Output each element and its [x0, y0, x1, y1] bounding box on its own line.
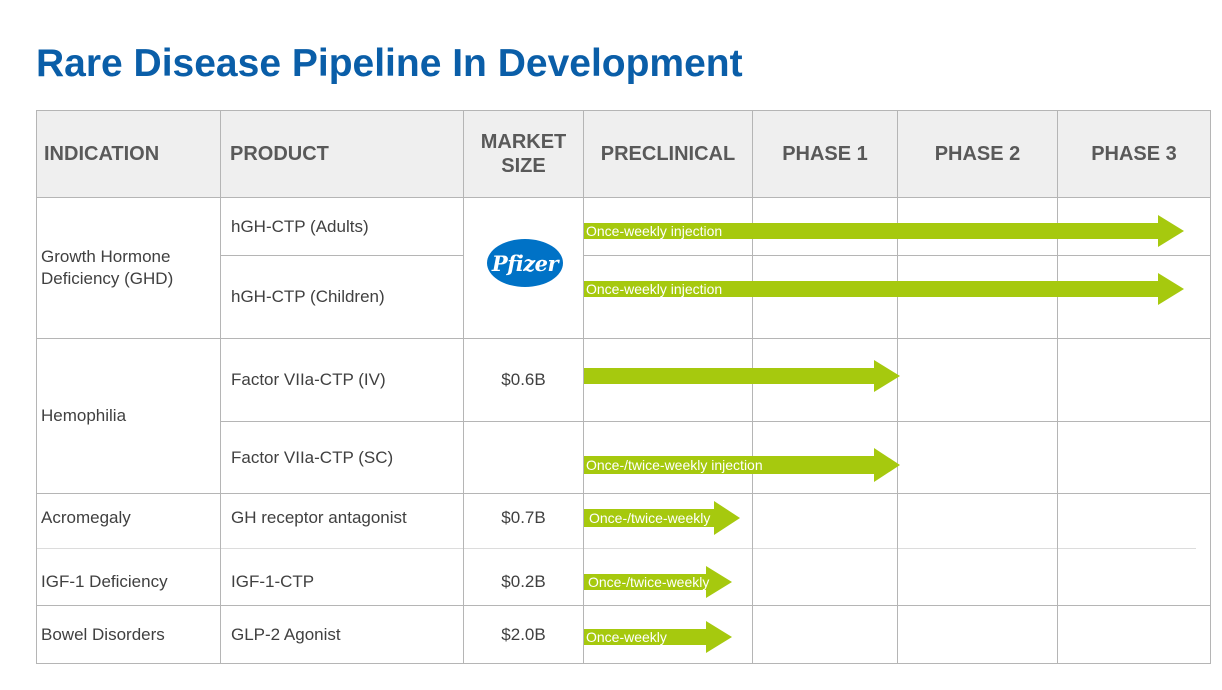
header-market-size-line1: MARKET — [480, 130, 567, 153]
progress-arrow-label: Once-weekly — [586, 629, 667, 645]
product-factor-viia-ctp-sc: Factor VIIa-CTP (SC) — [231, 447, 394, 467]
progress-arrow-label: Once-weekly injection — [586, 281, 723, 297]
progress-arrow-label: Once-/twice-weekly — [588, 574, 710, 590]
pfizer-logo-text: Pfizer — [491, 250, 559, 276]
market-size-igf-1: $0.2B — [501, 572, 546, 591]
indication-igf-1-deficiency: IGF-1 Deficiency — [41, 572, 168, 591]
grid-line — [1210, 110, 1211, 664]
grid-line — [36, 548, 1196, 549]
header-market-size-line2: SIZE — [501, 154, 546, 177]
grid-line — [1057, 110, 1058, 664]
progress-arrow-gh-receptor-antagonist: Once-/twice-weekly — [584, 501, 740, 535]
product-igf-1-ctp: IGF-1-CTP — [231, 572, 315, 591]
header-indication: INDICATION — [44, 142, 160, 165]
progress-arrow-igf-1-ctp: Once-/twice-weekly — [584, 566, 732, 598]
grid-line — [221, 421, 1211, 422]
product-hgh-ctp-children: hGH-CTP (Children) — [231, 287, 385, 306]
product-glp-2-agonist: GLP-2 Agonist — [231, 625, 341, 644]
pfizer-logo: Pfizer — [487, 239, 563, 287]
grid-line — [36, 493, 1211, 494]
grid-line — [36, 338, 1211, 339]
grid-line — [36, 663, 1211, 664]
table-header-background — [36, 110, 1210, 197]
progress-arrow-label: Once-weekly injection — [586, 223, 723, 239]
grid-line — [36, 605, 1211, 606]
header-phase-2: PHASE 2 — [934, 142, 1021, 165]
grid-line — [220, 110, 221, 664]
grid-line — [36, 110, 1211, 111]
market-size-factor-viia-iv: $0.6B — [501, 370, 546, 389]
header-phase-1: PHASE 1 — [782, 142, 868, 165]
progress-arrow-factor-viia-iv — [584, 360, 900, 392]
market-size-bowel: $2.0B — [501, 625, 546, 644]
grid-line — [36, 110, 37, 664]
grid-line — [752, 110, 753, 664]
page-title: Rare Disease Pipeline In Development — [36, 42, 743, 85]
indication-hemophilia: Hemophilia — [41, 406, 127, 425]
header-phase-3: PHASE 3 — [1091, 142, 1177, 165]
market-size-acromegaly: $0.7B — [501, 508, 546, 527]
progress-arrow-glp-2-agonist: Once-weekly — [584, 621, 732, 653]
grid-line — [583, 110, 584, 664]
grid-line — [221, 255, 464, 256]
product-gh-receptor-antagonist: GH receptor antagonist — [231, 508, 407, 527]
progress-arrow-label: Once-/twice-weekly injection — [586, 457, 763, 473]
indication-bowel-disorders: Bowel Disorders — [41, 625, 165, 644]
indication-ghd-line2: Deficiency (GHD) — [41, 269, 174, 288]
grid-line — [463, 110, 464, 664]
header-market-size: MARKET SIZE — [464, 110, 583, 197]
grid-line — [36, 197, 1211, 198]
progress-arrow-factor-viia-sc: Once-/twice-weekly injection — [584, 448, 900, 482]
header-preclinical: PRECLINICAL — [600, 142, 736, 165]
indication-ghd-line1: Growth Hormone — [41, 247, 171, 266]
indication-ghd: Growth Hormone Deficiency (GHD) — [41, 198, 173, 338]
product-hgh-ctp-adults: hGH-CTP (Adults) — [231, 216, 369, 236]
header-product: PRODUCT — [230, 142, 329, 165]
product-factor-viia-ctp-iv: Factor VIIa-CTP (IV) — [231, 370, 386, 389]
indication-acromegaly: Acromegaly — [41, 508, 131, 527]
progress-arrow-hgh-children: Once-weekly injection — [584, 273, 1184, 305]
progress-arrow-label: Once-/twice-weekly — [589, 510, 711, 526]
progress-arrow-hgh-adults: Once-weekly injection — [584, 215, 1184, 247]
